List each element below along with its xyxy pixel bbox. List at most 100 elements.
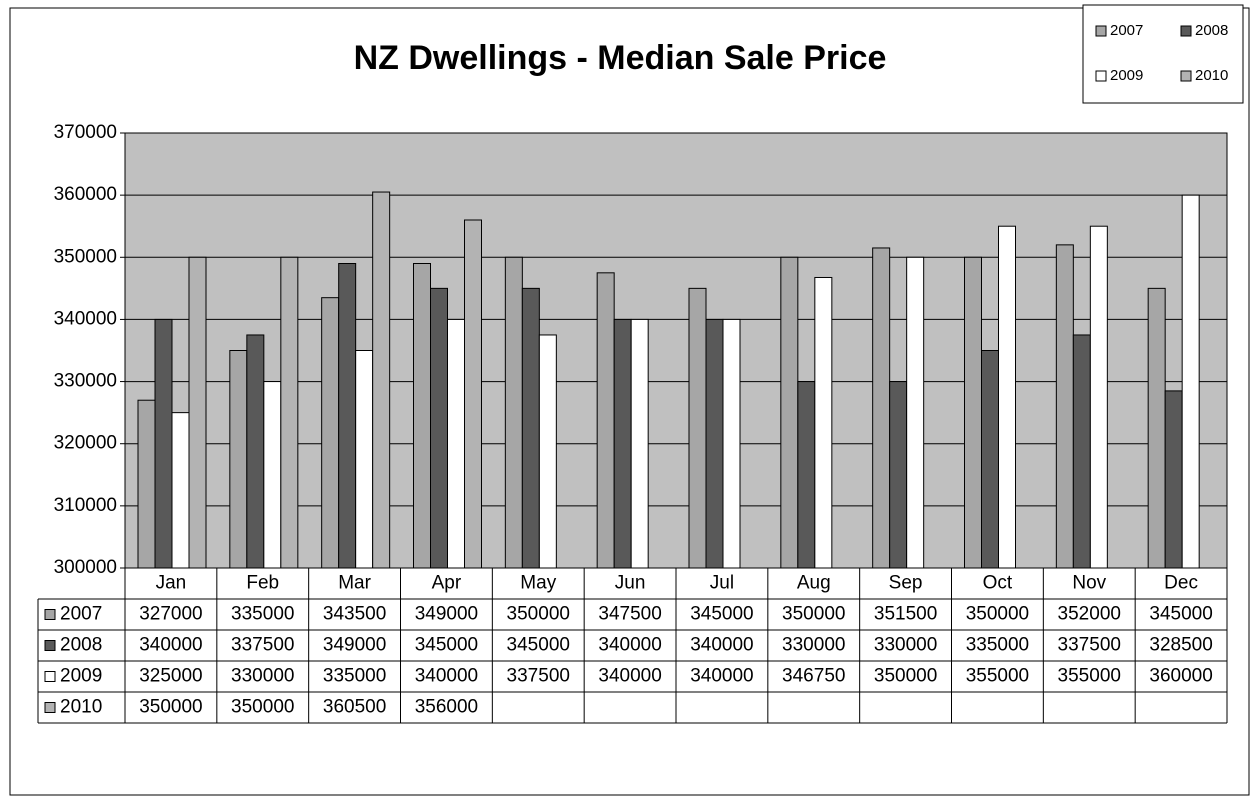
y-tick-label: 300000 [54,557,117,578]
table-cell: 335000 [966,635,1029,656]
bar [372,191,391,569]
bar [797,381,816,569]
bar [613,318,632,569]
table-cell: 340000 [690,635,753,656]
bar [229,350,248,569]
legend-swatch [1180,25,1192,37]
table-cell: 352000 [1058,604,1121,625]
table-swatch [44,609,56,620]
bar [705,318,724,569]
table-cell: 349000 [415,604,478,625]
y-tick-label: 310000 [54,495,117,516]
table-swatch [44,671,56,682]
table-cell: 327000 [139,604,202,625]
bar [464,219,482,569]
bar [1089,225,1108,569]
legend-label: 2007 [1110,22,1143,39]
bar [154,318,173,569]
table-cell: 330000 [231,666,294,687]
bar [1147,287,1166,569]
table-cell: 355000 [966,666,1029,687]
y-tick-label: 340000 [54,308,117,329]
bar [504,256,523,569]
table-cell: 328500 [1149,635,1212,656]
table-row-label: 2009 [60,666,102,687]
bar [430,287,448,569]
table-cell: 345000 [507,635,570,656]
legend-label: 2010 [1195,67,1228,84]
chart-title: NZ Dwellings - Median Sale Price [354,39,887,77]
table-row-label: 2010 [60,697,102,718]
bar [1072,334,1091,569]
x-tick-label: Jan [156,573,187,594]
table-cell: 340000 [598,635,661,656]
bar [338,263,357,569]
table-cell: 345000 [1149,604,1212,625]
chart-frame [9,7,1250,796]
table-cell: 350000 [231,697,294,718]
bar [188,256,207,569]
bar [280,256,299,569]
bar [538,334,557,569]
table-row-label: 2007 [60,604,102,625]
bar [998,225,1016,569]
table-cell: 360000 [1149,666,1212,687]
table-cell: 340000 [415,666,478,687]
bar [981,350,999,569]
table-cell: 340000 [598,666,661,687]
bar [171,412,190,569]
bar [688,287,707,569]
table-cell: 346750 [782,666,845,687]
table-cell: 335000 [231,604,294,625]
x-tick-label: Feb [246,573,279,594]
table-cell: 351500 [874,604,937,625]
table-cell: 347500 [598,604,661,625]
x-tick-label: Aug [797,573,831,594]
table-cell: 349000 [323,635,386,656]
table-cell: 345000 [690,604,753,625]
legend-swatch [1180,70,1192,82]
bar [447,318,465,569]
bar [964,256,982,569]
bar [814,276,833,569]
x-tick-label: Sep [889,573,923,594]
table-cell: 340000 [690,666,753,687]
table-cell: 350000 [874,666,937,687]
bar [321,297,340,569]
y-tick-label: 330000 [54,371,117,392]
table-cell: 350000 [139,697,202,718]
x-tick-label: Apr [432,573,462,594]
table-cell: 350000 [507,604,570,625]
bar [413,263,431,569]
table-cell: 343500 [323,604,386,625]
bar [521,287,540,569]
x-tick-label: Dec [1164,573,1198,594]
table-cell: 350000 [966,604,1029,625]
y-tick-label: 360000 [54,184,117,205]
bar [872,247,891,569]
legend-label: 2009 [1110,67,1143,84]
bar [246,334,265,569]
x-tick-label: Oct [983,573,1013,594]
table-cell: 345000 [415,635,478,656]
bar [630,318,649,569]
y-tick-label: 370000 [54,122,117,143]
table-row-label: 2008 [60,635,102,656]
bar [1055,244,1074,569]
x-tick-label: May [520,573,556,594]
y-tick-label: 320000 [54,433,117,454]
bar [780,256,799,569]
table-cell: 350000 [782,604,845,625]
bar [355,350,374,569]
table-cell: 355000 [1058,666,1121,687]
legend-box [1082,4,1244,104]
table-cell: 325000 [139,666,202,687]
x-tick-label: Nov [1072,573,1106,594]
table-cell: 335000 [323,666,386,687]
x-tick-label: Jun [615,573,646,594]
x-tick-label: Jul [710,573,734,594]
table-cell: 340000 [139,635,202,656]
x-tick-label: Mar [338,573,371,594]
table-cell: 337500 [507,666,570,687]
